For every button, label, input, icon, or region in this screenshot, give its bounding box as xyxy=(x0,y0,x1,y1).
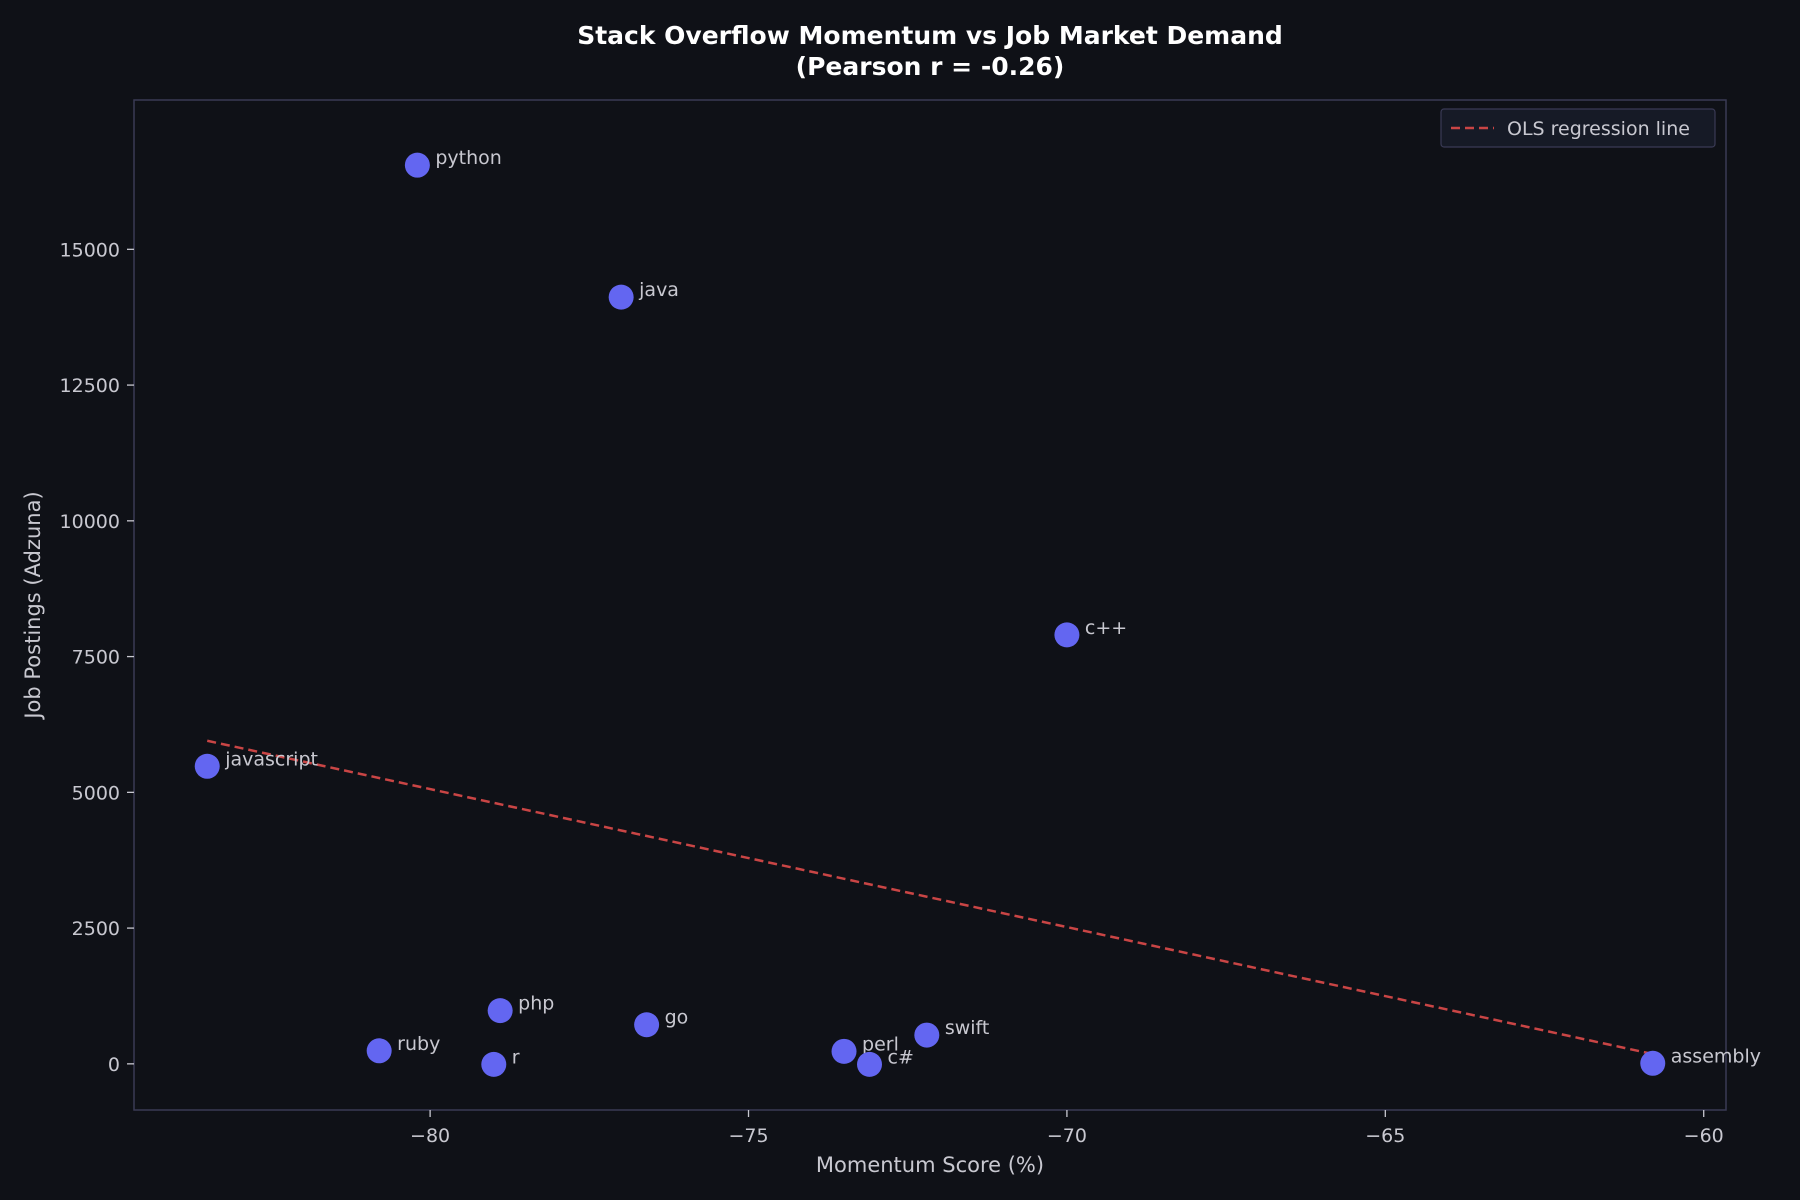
y-tick-label: 7500 xyxy=(72,647,120,669)
chart-title: Stack Overflow Momentum vs Job Market De… xyxy=(577,21,1283,50)
legend-label: OLS regression line xyxy=(1507,118,1690,140)
point-label-go: go xyxy=(665,1007,689,1029)
data-points: python java c++ javascript php go swift ruby per… xyxy=(194,147,1761,1077)
x-tick-label: −60 xyxy=(1684,1125,1724,1147)
y-tick-label: 12500 xyxy=(60,375,120,397)
y-tick-label: 10000 xyxy=(60,511,120,533)
point-assembly xyxy=(1640,1050,1666,1076)
y-tick-label: 5000 xyxy=(72,782,120,804)
point-label-python: python xyxy=(435,147,501,169)
y-tick-label: 0 xyxy=(108,1054,120,1076)
x-tick-label: −65 xyxy=(1365,1125,1405,1147)
chart-subtitle: (Pearson r = -0.26) xyxy=(796,52,1065,81)
point-perl xyxy=(831,1038,857,1064)
point-go xyxy=(634,1012,660,1038)
point-label-c++: c++ xyxy=(1085,617,1127,639)
y-tick-label: 2500 xyxy=(72,918,120,940)
plot-area xyxy=(133,99,1727,1111)
y-axis-ticks: 0 2500 5000 7500 10000 12500 15000 xyxy=(60,239,134,1076)
x-tick-label: −70 xyxy=(1047,1125,1087,1147)
point-php xyxy=(487,998,513,1024)
point-label-perl: perl xyxy=(862,1033,899,1055)
point-label-ruby: ruby xyxy=(397,1033,440,1055)
point-label-r: r xyxy=(512,1046,520,1068)
x-tick-label: −75 xyxy=(728,1125,768,1147)
point-r xyxy=(481,1051,507,1077)
legend-box xyxy=(1440,108,1716,148)
point-label-java: java xyxy=(638,279,679,301)
x-tick-label: −80 xyxy=(410,1125,450,1147)
point-label-swift: swift xyxy=(945,1017,990,1039)
point-ruby xyxy=(366,1038,392,1064)
regression-line xyxy=(206,739,1654,1056)
point-javascript xyxy=(194,753,220,779)
point-label-assembly: assembly xyxy=(1671,1045,1761,1067)
point-c++ xyxy=(1054,622,1080,648)
point-java xyxy=(608,284,634,310)
point-c# xyxy=(857,1051,883,1077)
point-label-javascript: javascript xyxy=(224,748,318,770)
x-axis-ticks: −80 −75 −70 −65 −60 xyxy=(410,1110,1724,1147)
y-tick-label: 15000 xyxy=(60,239,120,261)
point-label-c#: c# xyxy=(888,1046,914,1068)
point-label-php: php xyxy=(518,993,554,1015)
legend: OLS regression line xyxy=(1440,108,1716,148)
y-axis-label: Job Postings (Adzuna) xyxy=(21,491,45,720)
point-python xyxy=(404,152,430,178)
point-swift xyxy=(914,1022,940,1048)
x-axis-label: Momentum Score (%) xyxy=(816,1153,1044,1177)
